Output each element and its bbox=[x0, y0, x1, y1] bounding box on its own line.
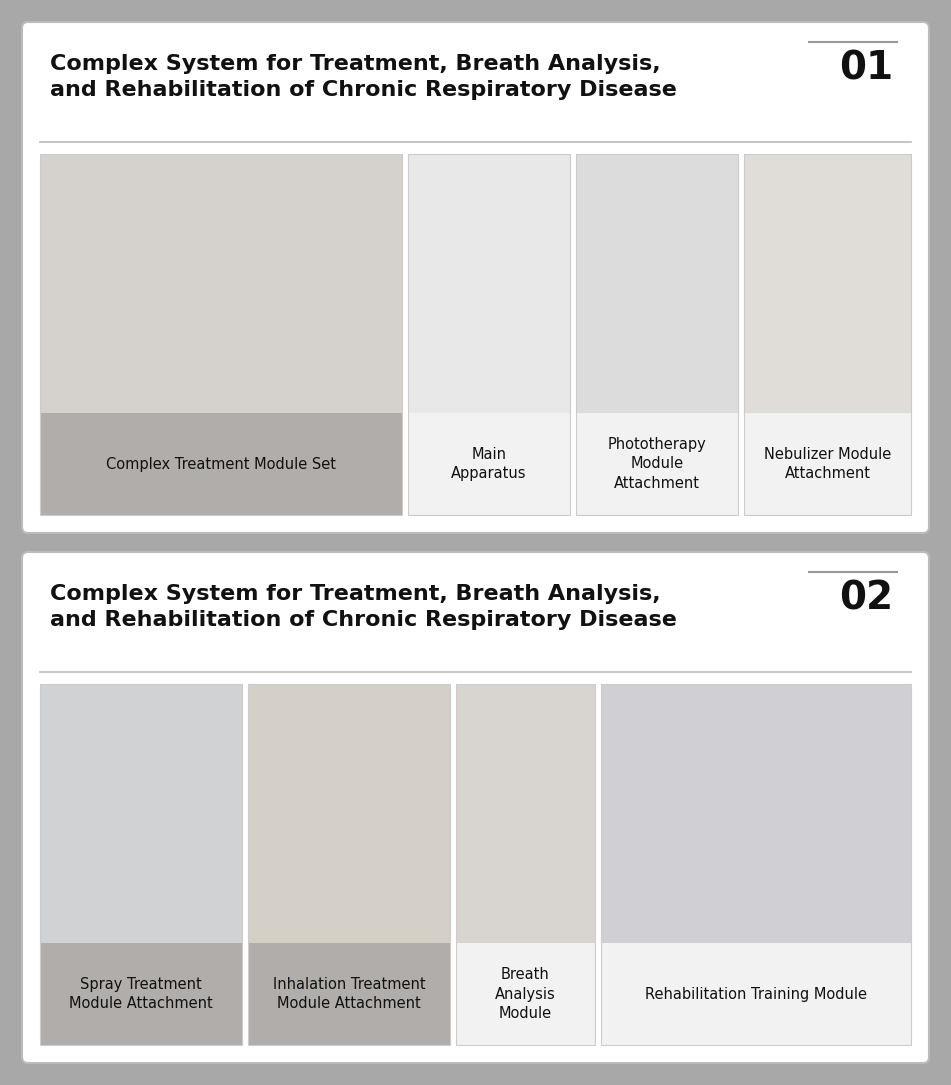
Bar bbox=[601, 684, 911, 943]
Bar bbox=[576, 413, 738, 515]
Bar bbox=[456, 943, 595, 1045]
Bar bbox=[744, 413, 911, 515]
Text: Main
Apparatus: Main Apparatus bbox=[452, 447, 527, 482]
Bar bbox=[40, 154, 402, 515]
FancyBboxPatch shape bbox=[22, 552, 929, 1063]
Bar bbox=[601, 943, 911, 1045]
Bar bbox=[456, 684, 595, 943]
Bar bbox=[40, 943, 242, 1045]
Bar bbox=[576, 154, 738, 515]
Text: Breath
Analysis
Module: Breath Analysis Module bbox=[495, 967, 556, 1021]
Text: Spray Treatment
Module Attachment: Spray Treatment Module Attachment bbox=[69, 976, 213, 1011]
Bar bbox=[408, 154, 570, 515]
Bar bbox=[456, 684, 595, 1045]
Bar bbox=[744, 154, 911, 413]
Bar bbox=[408, 413, 570, 515]
Bar bbox=[408, 154, 570, 413]
Text: Complex System for Treatment, Breath Analysis,
and Rehabilitation of Chronic Res: Complex System for Treatment, Breath Ana… bbox=[50, 54, 677, 100]
Text: Complex Treatment Module Set: Complex Treatment Module Set bbox=[106, 457, 336, 472]
Bar bbox=[576, 154, 738, 413]
Bar bbox=[40, 684, 242, 1045]
Bar bbox=[248, 684, 450, 1045]
Bar bbox=[40, 684, 242, 943]
Bar bbox=[40, 154, 402, 413]
Bar bbox=[40, 413, 402, 515]
Text: Complex System for Treatment, Breath Analysis,
and Rehabilitation of Chronic Res: Complex System for Treatment, Breath Ana… bbox=[50, 584, 677, 629]
Text: 01: 01 bbox=[839, 50, 893, 88]
Text: Inhalation Treatment
Module Attachment: Inhalation Treatment Module Attachment bbox=[273, 976, 425, 1011]
Text: Phototherapy
Module
Attachment: Phototherapy Module Attachment bbox=[608, 436, 707, 492]
Text: 02: 02 bbox=[839, 580, 893, 618]
Bar bbox=[601, 684, 911, 1045]
FancyBboxPatch shape bbox=[22, 22, 929, 533]
Text: Nebulizer Module
Attachment: Nebulizer Module Attachment bbox=[764, 447, 891, 482]
Bar bbox=[744, 154, 911, 515]
Bar bbox=[248, 943, 450, 1045]
Bar bbox=[248, 684, 450, 943]
Text: Rehabilitation Training Module: Rehabilitation Training Module bbox=[645, 986, 867, 1001]
